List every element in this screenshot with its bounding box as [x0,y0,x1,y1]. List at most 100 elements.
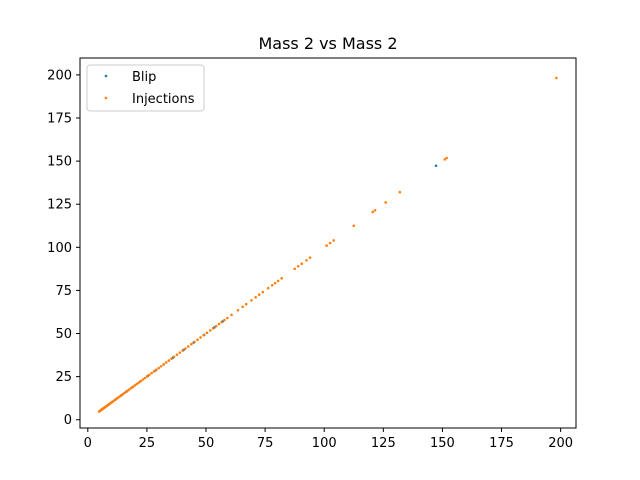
point-injections-49 [178,351,182,354]
point-injections-78 [280,277,283,280]
x-tick-label-25: 25 [139,436,156,451]
point-injections-51 [184,347,187,350]
point-injections-93 [445,156,448,160]
point-injections-35 [143,376,147,380]
point-injections-74 [266,286,270,290]
point-injections-46 [170,357,173,360]
point-injections-84 [325,244,328,247]
point-injections-36 [145,375,149,378]
point-injections-71 [254,296,257,299]
point-injections-64 [223,318,226,322]
point-injections-88 [371,210,374,214]
point-injections-83 [308,256,312,259]
point-injections-77 [276,279,280,283]
x-tick-label-0: 0 [84,436,92,451]
point-injections-67 [236,308,240,312]
legend-label-injections: Injections [132,92,195,107]
point-injections-52 [186,345,190,348]
series-layer [97,76,558,413]
y-tick-label-100: 100 [47,241,72,256]
point-injections-54 [193,340,196,344]
point-injections-38 [150,371,153,375]
x-tick-label-50: 50 [198,436,215,451]
x-axis: 0 25 50 75 100 125 150 175 200 [84,428,573,451]
y-tick-label-0: 0 [64,413,72,428]
point-injections-32 [137,381,140,384]
point-injections-68 [241,305,244,309]
point-injections-43 [162,363,165,366]
point-injections-59 [208,329,212,332]
y-tick-label-200: 200 [47,68,72,83]
point-injections-37 [147,373,151,377]
point-injections-58 [205,331,209,335]
point-injections-87 [352,224,356,228]
point-injections-80 [296,264,300,268]
point-injections-53 [190,342,193,346]
point-injections-28 [129,386,133,390]
point-injections-75 [270,283,274,287]
x-tick-label-75: 75 [257,436,274,451]
y-tick-label-125: 125 [47,198,72,213]
y-axis: 0 25 50 75 100 125 150 175 200 [47,68,80,428]
point-injections-85 [328,241,332,245]
plot-frame [79,57,577,429]
point-injections-45 [167,359,171,362]
point-injections-70 [250,299,253,302]
point-injections-40 [155,368,158,372]
y-tick-label-150: 150 [47,155,72,170]
point-injections-60 [211,327,215,330]
point-injections-73 [261,290,265,294]
point-injections-66 [230,313,233,317]
point-injections-91 [398,190,402,194]
point-injections-76 [273,281,277,285]
point-injections-61 [214,324,218,328]
point-injections-63 [220,320,223,324]
point-injections-27 [127,388,131,391]
x-tick-label-200: 200 [548,436,573,451]
point-injections-86 [332,239,335,242]
point-injections-65 [225,316,229,320]
point-injections-62 [217,322,221,326]
point-injections-72 [257,293,261,297]
point-injections-31 [135,382,139,386]
point-injections-82 [305,258,308,262]
x-tick-label-175: 175 [489,436,514,451]
point-injections-48 [175,353,179,357]
point-injections-79 [293,267,296,271]
point-injections-44 [164,361,168,364]
point-injections-56 [199,336,202,339]
legend-label-blip: Blip [132,70,156,85]
point-injections-94 [555,76,558,80]
point-injections-90 [384,201,387,204]
point-injections-81 [300,262,304,265]
point-blip-21 [434,164,438,168]
legend-marker-blip [104,74,108,78]
x-tick-label-150: 150 [430,436,455,451]
x-tick-label-100: 100 [312,436,337,451]
point-injections-34 [141,378,145,381]
series-injections [97,76,558,413]
point-injections-50 [181,349,184,352]
point-injections-47 [172,355,176,359]
chart-title: Mass 2 vs Mass 2 [258,34,397,53]
point-injections-30 [133,384,137,387]
point-injections-29 [131,385,135,389]
x-tick-label-125: 125 [371,436,396,451]
point-injections-89 [373,208,377,212]
point-injections-33 [139,379,143,383]
point-injections-57 [202,333,205,337]
legend: Blip Injections [86,64,205,112]
point-injections-39 [152,370,156,373]
y-tick-label-175: 175 [47,112,72,127]
point-injections-55 [196,338,199,342]
point-injections-42 [159,364,163,368]
point-injections-41 [157,366,161,370]
point-injections-69 [244,302,248,306]
legend-box [86,64,205,112]
y-tick-label-50: 50 [55,327,72,342]
y-tick-label-25: 25 [55,370,72,385]
point-injections-92 [443,158,447,161]
legend-marker-injections [104,96,108,100]
y-tick-label-75: 75 [55,284,72,299]
